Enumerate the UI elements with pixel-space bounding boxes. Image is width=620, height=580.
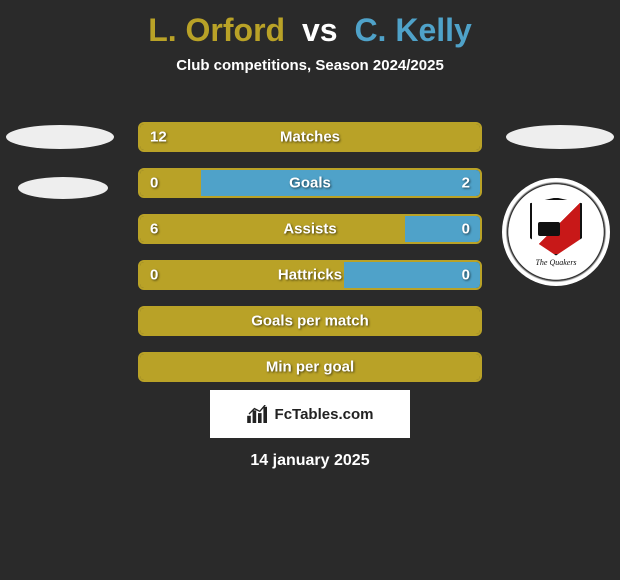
bar-fill-left xyxy=(140,216,405,242)
stat-bar-row: Min per goal xyxy=(138,352,482,382)
stat-label: Matches xyxy=(280,129,340,146)
brand-text: FcTables.com xyxy=(275,406,374,423)
stat-bar-row: Goals per match xyxy=(138,306,482,336)
stat-bar-row: Goals 0 2 xyxy=(138,168,482,198)
stat-value-player-b: 2 xyxy=(462,175,470,192)
subtitle: Club competitions, Season 2024/2025 xyxy=(0,57,620,74)
stat-value-player-b: 0 xyxy=(462,267,470,284)
bar-fill-right xyxy=(201,170,480,196)
stat-label: Min per goal xyxy=(266,359,354,376)
player-a-name: L. Orford xyxy=(148,12,285,48)
player-a-avatar-placeholder xyxy=(6,85,114,193)
avatar-ellipse-icon xyxy=(18,177,108,199)
stat-value-player-a: 0 xyxy=(150,267,158,284)
stat-value-player-a: 0 xyxy=(150,175,158,192)
vs-text: vs xyxy=(302,12,338,48)
player-b-avatar-placeholder xyxy=(506,85,614,193)
bar-fill-right xyxy=(344,262,480,288)
stat-label: Goals per match xyxy=(251,313,369,330)
stat-value-player-b: 0 xyxy=(462,221,470,238)
avatar-ellipse-icon xyxy=(6,125,114,149)
crest-label: The Quakers xyxy=(535,258,576,267)
club-crest-icon: The Quakers xyxy=(502,178,610,286)
stat-bar-row: Matches 12 xyxy=(138,122,482,152)
stats-bars-container: Matches12Goals02Assists60Hattricks00Goal… xyxy=(138,122,482,398)
stat-label: Goals xyxy=(289,175,331,192)
stat-bar-row: Assists 6 0 xyxy=(138,214,482,244)
avatar-ellipse-icon xyxy=(506,125,614,149)
stat-value-player-a: 12 xyxy=(150,129,167,146)
comparison-title: L. Orford vs C. Kelly xyxy=(0,0,620,49)
brand-badge: FcTables.com xyxy=(210,390,410,438)
crest-shield-icon xyxy=(530,198,582,256)
bar-chart-icon xyxy=(247,405,269,423)
player-b-name: C. Kelly xyxy=(354,12,471,48)
stat-label: Hattricks xyxy=(278,267,342,284)
date-label: 14 january 2025 xyxy=(250,452,369,470)
stat-label: Assists xyxy=(283,221,336,238)
stat-bar-row: Hattricks 0 0 xyxy=(138,260,482,290)
stat-value-player-a: 6 xyxy=(150,221,158,238)
